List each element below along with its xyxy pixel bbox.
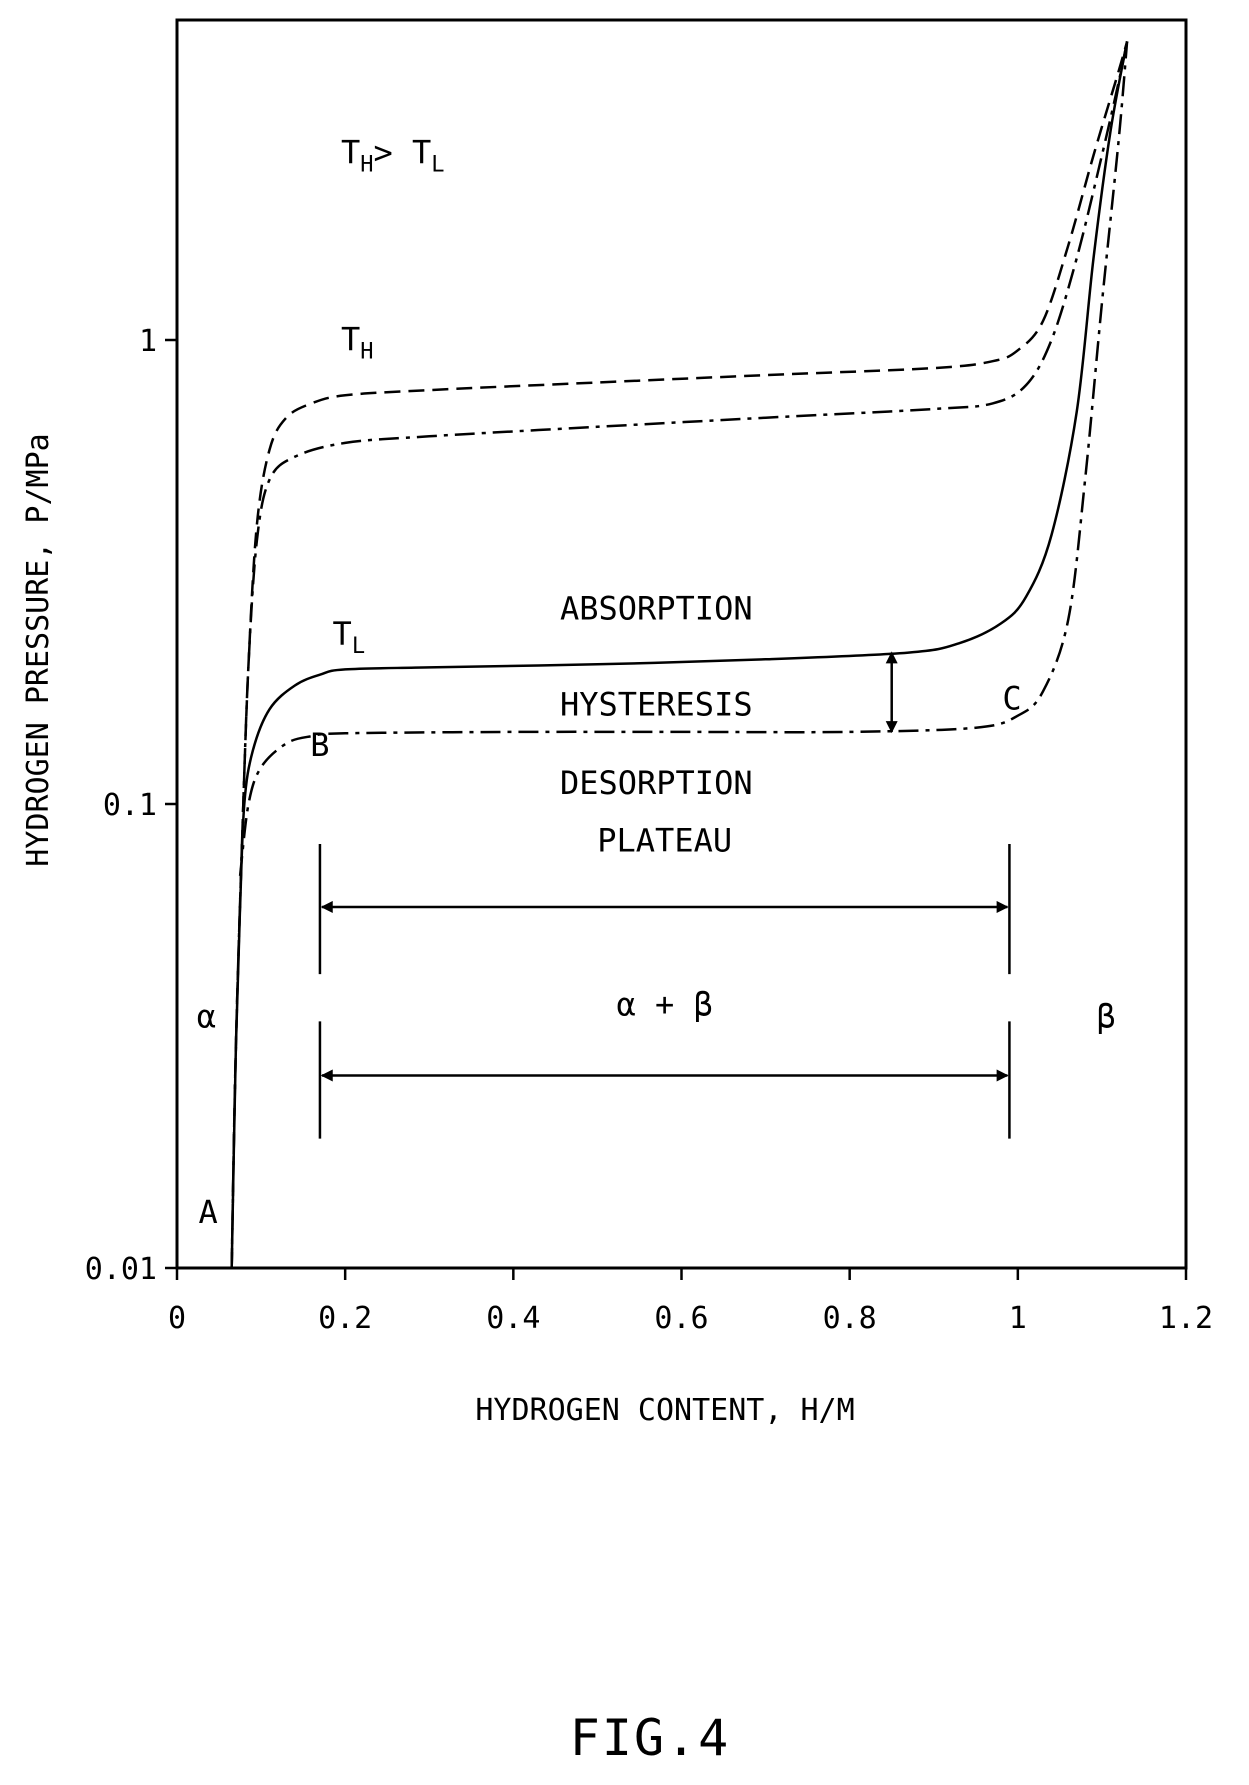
- plot-border: [175, 18, 1188, 1270]
- axis-ticks: 0 0.2 0.4 0.6 0.8 1 1.2 0.01 0.1 1: [85, 324, 1213, 1336]
- annotation-label: α + β: [617, 986, 713, 1024]
- annotation-label: A: [198, 1193, 217, 1231]
- annotation-label: C: [1002, 679, 1021, 717]
- annotation-label: TL: [333, 615, 366, 659]
- y-tick-label: 0.1: [103, 788, 157, 823]
- y-tick-label: 1: [139, 324, 157, 359]
- annotation-label: TH> TL: [341, 134, 445, 178]
- y-axis-title: HYDROGEN PRESSURE, P/MPa: [21, 433, 56, 866]
- annotation-label: DESORPTION: [560, 764, 753, 802]
- x-tick-label: 0.8: [823, 1301, 877, 1336]
- series-line-4: [238, 41, 1129, 877]
- annotation-label: ABSORPTION: [560, 589, 753, 627]
- annotation-label: PLATEAU: [597, 822, 732, 860]
- x-tick-label: 0.4: [486, 1301, 540, 1336]
- series-line-1: [230, 41, 1129, 1268]
- annotation-label: HYSTERESIS: [560, 686, 753, 724]
- annotation-label: β: [1096, 997, 1115, 1035]
- annotation-label: B: [310, 726, 329, 764]
- x-tick-label: 0.2: [318, 1301, 372, 1336]
- series-layer: [230, 41, 1129, 1268]
- range-markers: [318, 651, 1011, 1139]
- figure-caption: FIG.4: [570, 1709, 731, 1767]
- annotation-label: TH: [341, 320, 374, 364]
- x-tick-label: 1: [1009, 1301, 1027, 1336]
- series-line-2: [230, 41, 1129, 1268]
- annotations: TH> TL TH TL ABSORPTION HYSTERESIS DESORPTION…: [197, 134, 1116, 1231]
- y-tick-label: 0.01: [85, 1252, 157, 1287]
- x-axis-title: HYDROGEN CONTENT, H/M: [475, 1393, 854, 1428]
- x-tick-label: 1.2: [1159, 1301, 1213, 1336]
- annotation-label: α: [197, 997, 216, 1035]
- plot-frame: [175, 18, 1188, 1270]
- x-tick-label: 0.6: [654, 1301, 708, 1336]
- x-tick-label: 0: [168, 1301, 186, 1336]
- series-line-3: [230, 41, 1129, 1268]
